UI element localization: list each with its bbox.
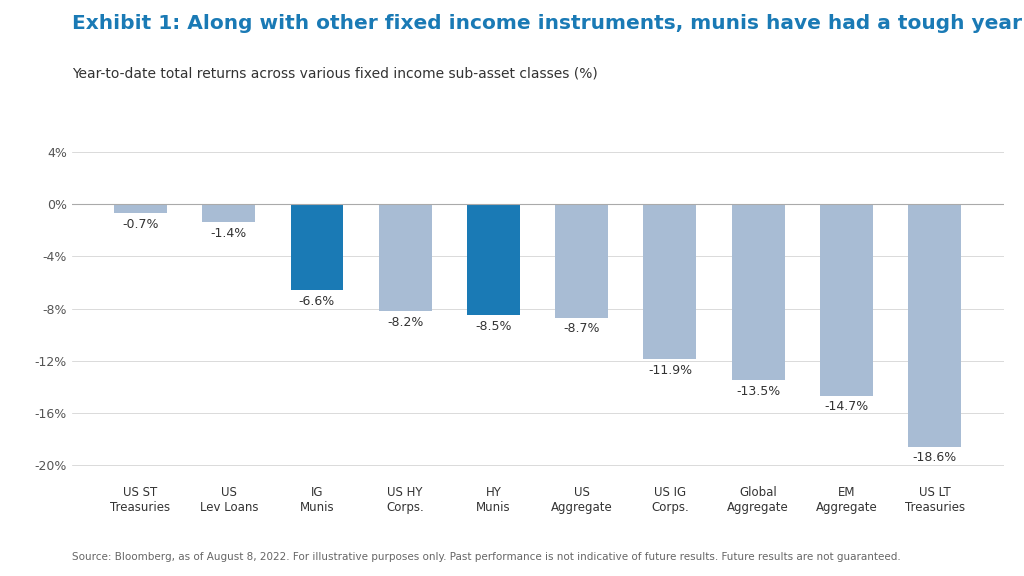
Text: Year-to-date total returns across various fixed income sub-asset classes (%): Year-to-date total returns across variou…: [72, 66, 597, 80]
Bar: [379, 204, 432, 311]
Text: -18.6%: -18.6%: [912, 452, 956, 464]
Bar: [203, 204, 255, 222]
Bar: [908, 204, 962, 447]
Bar: [467, 204, 520, 315]
Text: -0.7%: -0.7%: [122, 218, 159, 231]
Bar: [555, 204, 608, 318]
Bar: [643, 204, 696, 359]
Text: -8.2%: -8.2%: [387, 316, 423, 329]
Text: -8.5%: -8.5%: [475, 320, 512, 332]
Text: -1.4%: -1.4%: [211, 227, 247, 240]
Text: -8.7%: -8.7%: [563, 322, 600, 335]
Text: Source: Bloomberg, as of August 8, 2022. For illustrative purposes only. Past pe: Source: Bloomberg, as of August 8, 2022.…: [72, 552, 900, 562]
Text: -14.7%: -14.7%: [824, 400, 868, 414]
Bar: [114, 204, 167, 213]
Text: -11.9%: -11.9%: [648, 364, 692, 377]
Text: -13.5%: -13.5%: [736, 385, 780, 398]
Bar: [732, 204, 784, 380]
Text: Exhibit 1: Along with other fixed income instruments, munis have had a tough yea: Exhibit 1: Along with other fixed income…: [72, 14, 1022, 33]
Bar: [820, 204, 872, 396]
Bar: [291, 204, 343, 290]
Text: -6.6%: -6.6%: [299, 295, 335, 308]
